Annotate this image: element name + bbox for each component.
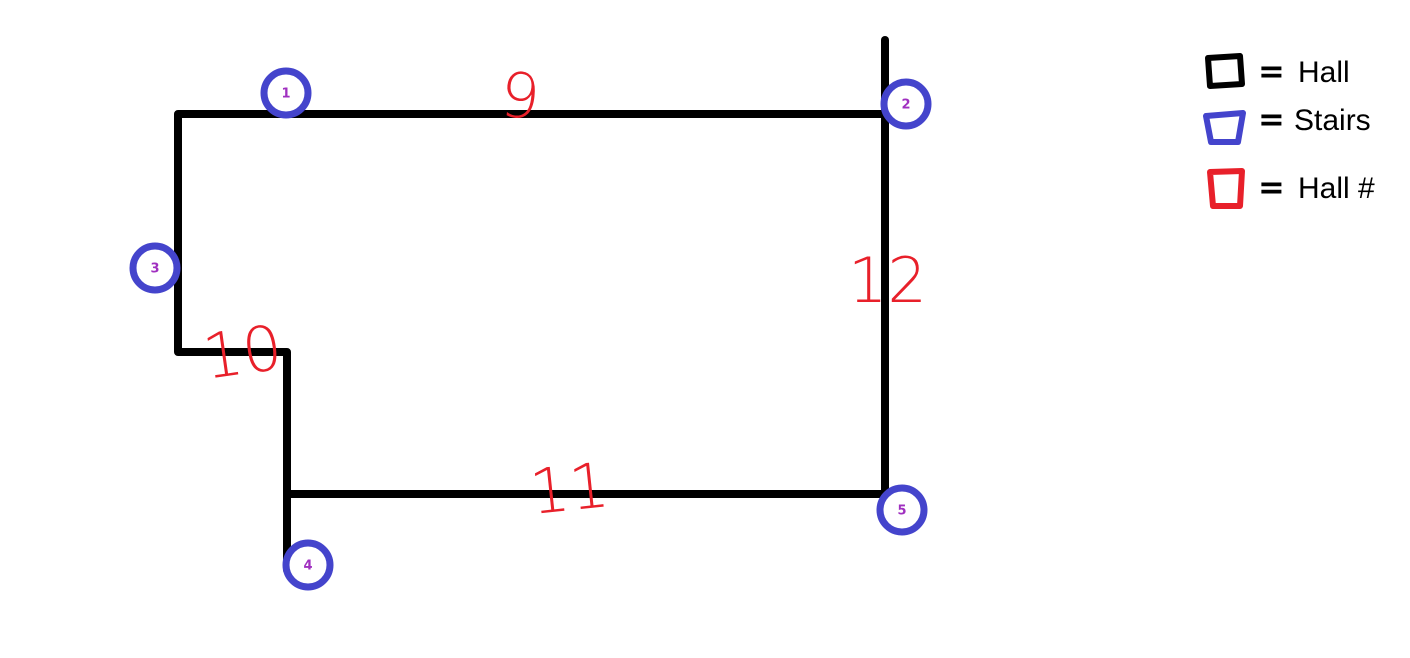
stairs-marker-5[interactable]: 5: [876, 484, 928, 536]
legend-label-hall-number: Hall #: [1298, 172, 1375, 205]
hall-number-swatch-icon: [1207, 168, 1245, 209]
stairs-ring: [880, 78, 932, 130]
legend-equals: =: [1258, 100, 1285, 138]
stairs-marker-3[interactable]: 3: [129, 242, 181, 294]
legend-label-stairs: Stairs: [1294, 104, 1371, 137]
legend-equals: =: [1258, 168, 1285, 206]
stairs-label: 4: [303, 559, 312, 574]
stairs-swatch-icon: [1203, 110, 1246, 145]
legend-item-hall: = Hall: [1205, 52, 1350, 90]
hall-numbers: 9 10 11 12: [198, 58, 927, 529]
stairs-marker-4[interactable]: 4: [282, 539, 334, 591]
stairs-ring: [282, 539, 334, 591]
legend-item-stairs: = Stairs: [1203, 100, 1371, 145]
stairs-label: 2: [901, 98, 910, 113]
legend-item-hall-number: = Hall #: [1207, 168, 1375, 209]
stairs-marker-2[interactable]: 2: [880, 78, 932, 130]
hall-number-10: 10: [198, 311, 286, 394]
hall-number-9: 9: [497, 58, 544, 135]
legend-label-hall: Hall: [1298, 56, 1350, 89]
stairs-ring: [129, 242, 181, 294]
stairs-markers: 1 2 3 4 5: [129, 67, 932, 591]
hall-swatch-icon: [1205, 53, 1245, 89]
stairs-label: 3: [150, 262, 159, 277]
hall-number-11: 11: [526, 448, 612, 529]
stairs-ring: [876, 484, 928, 536]
legend: = Hall = Stairs = Hall #: [1203, 52, 1375, 209]
hall-number-12: 12: [848, 244, 927, 317]
stairs-marker-1[interactable]: 1: [260, 67, 312, 119]
legend-equals: =: [1258, 52, 1285, 90]
stairs-label: 1: [281, 87, 290, 102]
hall-line-main-loop: [174, 110, 889, 498]
stairs-ring: [260, 67, 312, 119]
stairs-label: 5: [897, 504, 906, 519]
